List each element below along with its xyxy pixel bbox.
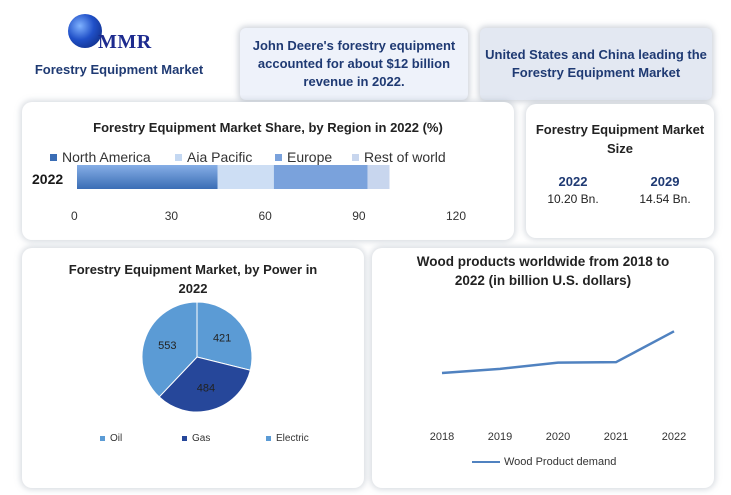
pie-legend-gas: Gas	[182, 433, 210, 444]
x-tick-label: 2022	[662, 431, 686, 443]
legend-swatch	[352, 153, 359, 161]
pie-value-label: 553	[158, 340, 176, 352]
pie-slice-gas	[158, 356, 251, 413]
x-tick-label: 90	[352, 209, 366, 223]
pie-legend-electric: Electric	[266, 433, 309, 444]
legend-north-america: North America	[50, 149, 151, 165]
legend-label: Gas	[192, 433, 211, 444]
power-share-panel: Forestry Equipment Market, by Power in 2…	[22, 248, 364, 488]
legend-europe: Europe	[275, 149, 332, 165]
fact-text-leaders: United States and China leading the Fore…	[485, 47, 707, 80]
market-size-year: 2029	[650, 174, 680, 189]
x-tick-label: 0	[71, 209, 78, 223]
line-legend-label: Wood Product demand	[504, 456, 617, 468]
legend-label: Oil	[110, 433, 123, 444]
pie-slice-oil	[141, 301, 198, 398]
market-size-value: 10.20 Bn.	[547, 192, 599, 206]
legend-swatch	[266, 436, 271, 441]
x-tick-label: 2021	[604, 431, 628, 443]
pie-value-label: 484	[197, 383, 215, 395]
line-series-wood-product-demand	[441, 330, 675, 375]
pie-chart-title: Forestry Equipment Market, by Power in 2…	[68, 262, 318, 296]
market-size-value: 14.54 Bn.	[639, 192, 691, 206]
report-title: Forestry Equipment Market	[34, 62, 204, 77]
legend-label: Electric	[276, 433, 309, 444]
bar-segment-aia-pacific	[217, 165, 274, 189]
bar-segment-rest-of-world	[367, 165, 390, 189]
region-share-panel: Forestry Equipment Market Share, by Regi…	[22, 102, 514, 240]
wood-products-panel: Wood products worldwide from 2018 to 202…	[372, 248, 714, 488]
region-bar-chart	[77, 165, 390, 189]
line-legend: Wood Product demand	[472, 456, 616, 468]
x-tick-label: 30	[164, 209, 179, 223]
x-tick-label: 2019	[488, 431, 512, 443]
market-size-year: 2022	[558, 174, 588, 189]
legend-label: Aia Pacific	[187, 149, 253, 165]
market-size-2022: 2022 10.20 Bn.	[538, 174, 608, 206]
legend-label: Rest of world	[364, 149, 446, 165]
legend-rest-of-world: Rest of world	[352, 149, 446, 165]
wood-line-chart: 2018 2019 2020 2021 2022	[430, 330, 686, 443]
market-size-panel: Forestry Equipment Market Size 2022 10.2…	[526, 104, 714, 238]
line-chart-title: Wood products worldwide from 2018 to 202…	[416, 254, 670, 288]
bar-category-label: 2022	[32, 171, 64, 187]
legend-label: Europe	[287, 149, 333, 165]
legend-swatch	[50, 153, 57, 161]
market-size-2029: 2029 14.54 Bn.	[630, 174, 700, 206]
x-tick-label: 120	[446, 209, 467, 223]
pie-value-label: 421	[213, 332, 231, 344]
region-chart-title: Forestry Equipment Market Share, by Regi…	[93, 120, 443, 135]
legend-swatch	[175, 153, 182, 161]
market-size-title: Forestry Equipment Market Size	[535, 122, 705, 156]
legend-asia-pacific: Aia Pacific	[175, 149, 252, 165]
legend-swatch	[275, 153, 282, 161]
x-tick-label: 60	[258, 209, 272, 223]
fact-box-leaders: United States and China leading the Fore…	[480, 28, 712, 100]
bar-segment-north-america	[77, 165, 218, 189]
globe-logo-icon	[68, 14, 102, 48]
bar-segment-europe	[273, 165, 368, 189]
fact-box-revenue: John Deere's forestry equipment accounte…	[240, 28, 468, 100]
legend-swatch	[100, 436, 105, 441]
power-pie-chart: 421 484 553	[141, 301, 253, 413]
legend-swatch	[182, 436, 187, 441]
fact-text-revenue: John Deere's forestry equipment accounte…	[252, 38, 456, 89]
logo-text: MMR	[98, 31, 152, 53]
x-tick-label: 2018	[430, 431, 454, 443]
legend-label: North America	[62, 149, 151, 165]
pie-slice-electric	[196, 301, 253, 371]
pie-legend-oil: Oil	[100, 433, 122, 444]
line-legend-swatch	[472, 461, 500, 463]
x-tick-label: 2020	[546, 431, 570, 443]
